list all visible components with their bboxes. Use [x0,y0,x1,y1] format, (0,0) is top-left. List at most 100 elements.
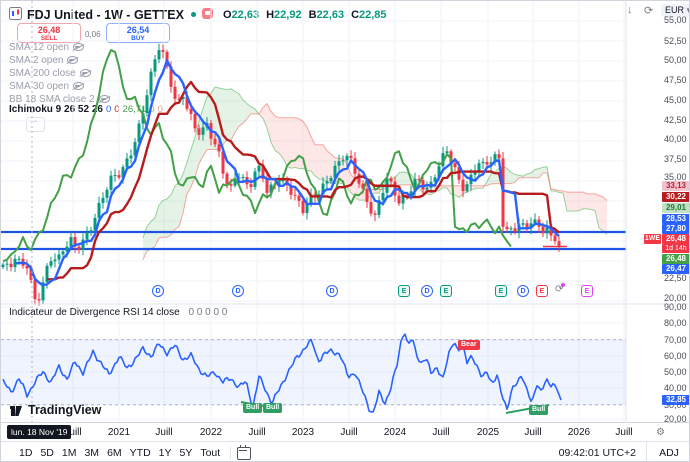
candle-body [329,178,333,182]
earnings-event-icon[interactable]: E [495,285,507,297]
earnings-event-icon[interactable]: E [581,285,593,297]
adj-toggle[interactable]: ADJ [659,447,679,459]
candle-body [545,226,549,234]
candle-body [89,230,93,233]
eye-hidden-icon[interactable] [79,69,91,77]
buy-price: 26,54 [126,25,150,35]
candle-body [213,138,217,145]
sell-button[interactable]: 26,48 SELL [17,23,81,43]
currency-dropdown[interactable]: EUR ▾ [661,4,689,17]
time-axis-label: 2023 [291,427,315,438]
candle-body [61,251,65,255]
dividend-event-icon[interactable]: D [326,285,338,297]
eye-hidden-icon[interactable] [67,56,79,64]
candle-body [45,265,49,283]
time-axis-label: Juill [432,427,450,438]
candle-body [397,195,401,204]
range-button-5y[interactable]: 5Y [179,447,193,459]
legend-row[interactable]: SMA 30 open [9,80,85,92]
ichimoku-cloud [535,168,539,178]
candle-body [333,165,337,179]
chart-canvas[interactable] [1,1,690,423]
candle-body [37,299,41,301]
market-open-dot [191,12,196,17]
candle-body [305,203,309,214]
legend-label: SMA 200 close [9,67,76,79]
candle-body [29,268,33,280]
broker-icon[interactable] [202,8,213,19]
candle-body [373,213,377,215]
ichimoku-cloud [539,167,543,178]
eye-hidden-icon[interactable] [73,43,85,51]
range-button-ytd[interactable]: YTD [129,447,151,459]
earnings-event-icon[interactable]: E [536,285,548,297]
price-label-badge: 28,53 [662,214,689,224]
eye-hidden-icon[interactable] [73,82,85,90]
senkou-span-a [142,86,608,238]
ichimoku-cloud [291,117,295,169]
eye-hidden-icon[interactable] [98,95,110,103]
rsi-pane-legend[interactable]: Indicateur de Divergence RSI 14 close 0 … [9,307,227,318]
time-axis-label: 2026 [567,427,591,438]
auto-scale-icon[interactable]: ⟳ [644,5,654,17]
candle-body [365,188,369,203]
timezone-gear-icon[interactable]: ⚙ [656,427,665,438]
legend-row[interactable]: SMA 12 open [9,41,85,53]
price-tick: 50,00 [664,55,687,65]
candle-body [81,239,85,250]
price-tick: 30,00 [664,400,687,410]
ichimoku-cloud [163,198,167,238]
range-button-tout[interactable]: Tout [200,447,221,459]
ichimoku-legend-row[interactable]: Ichimoku 9 26 52 26 0 0 26,71 0 0 [9,104,163,115]
price-tick: 90,00 [664,302,687,312]
ichimoku-cloud [231,88,235,141]
candle-body [241,177,245,179]
dividend-event-icon[interactable]: D [232,285,244,297]
symbol-title[interactable]: FDJ United - 1W - GETTEX [27,8,184,22]
candle-body [125,158,129,168]
dividend-event-icon[interactable]: D [517,285,529,297]
price-tick: 40,00 [664,383,687,393]
ichimoku-cloud [279,117,283,159]
legend-row[interactable]: BB 18 SMA close 2 [9,93,110,105]
scroll-down-icon[interactable]: ↓ [627,4,633,16]
range-button-1y[interactable]: 1Y [158,447,172,459]
price-label-badge: 29,01 [662,203,689,213]
sync-event-icon[interactable]: ⟳ [555,283,566,295]
candle-body [513,228,517,233]
clock[interactable]: 09:42:01 UTC+2 [558,447,636,459]
ichimoku-value: 0 [157,104,163,115]
buy-button[interactable]: 26,54 BUY [106,23,170,43]
candle-body [361,183,365,189]
go-to-date-button[interactable] [237,444,252,460]
dividend-event-icon[interactable]: D [421,285,433,297]
candle-body [249,184,253,188]
legend-row[interactable]: SMA 2 open [9,54,79,66]
ichimoku-cloud [327,150,331,183]
ichimoku-cloud [275,116,279,154]
earnings-event-icon[interactable]: E [398,285,410,297]
price-label-badge: 27,80 [662,224,689,234]
rsi-band [1,339,626,405]
base-line [47,80,560,281]
candle-body [297,195,301,201]
tradingview-logo[interactable]: TradingView [9,403,101,417]
range-button-1m[interactable]: 1M [61,447,77,459]
legend-row[interactable]: SMA 200 close [9,67,91,79]
ichimoku-value: 0 [114,104,120,115]
price-tick: 20,00 [664,414,687,424]
chart-type-icon[interactable] [9,7,22,25]
earnings-event-icon[interactable]: E [440,285,452,297]
price-tick: 40,00 [664,134,687,144]
time-marker-badge[interactable]: lun. 18 Nov '19 [7,425,72,439]
dividend-event-icon[interactable]: D [152,285,164,297]
range-button-6m[interactable]: 6M [107,447,122,459]
candle-body [325,181,329,184]
time-axis-label: Juill [340,427,358,438]
range-button-3m[interactable]: 3M [84,447,100,459]
range-button-5d[interactable]: 5D [40,447,54,459]
price-label-badge: 33,13 [662,181,689,191]
time-axis-label: Juill [615,427,633,438]
candle-body [289,185,293,195]
range-button-1d[interactable]: 1D [19,447,33,459]
